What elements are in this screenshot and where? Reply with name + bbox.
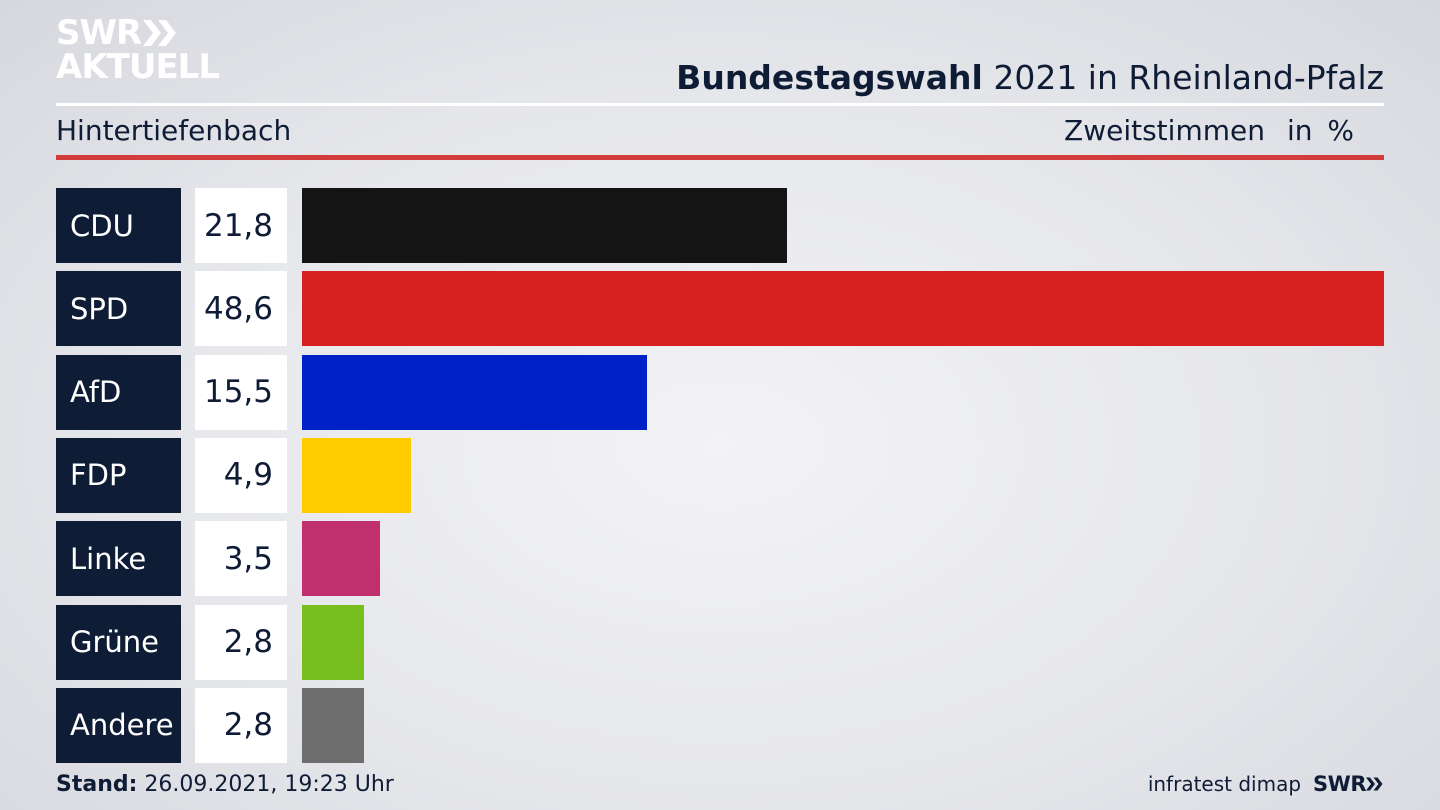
- stand-value: 26.09.2021, 19:23 Uhr: [144, 772, 394, 797]
- party-label: SPD: [56, 271, 181, 347]
- logo-line-2: AKTUELL: [56, 47, 220, 87]
- party-label: Grüne: [56, 604, 181, 680]
- value-label: 4,9: [195, 437, 287, 513]
- title-rest: 2021 in Rheinland-Pfalz: [993, 58, 1384, 97]
- party-label: CDU: [56, 188, 181, 263]
- bar: [302, 604, 364, 680]
- party-label: Linke: [56, 521, 181, 597]
- party-label: AfD: [56, 354, 181, 430]
- chart-title: Bundestagswahl 2021 in Rheinland-Pfalz: [676, 58, 1384, 97]
- source-credit: infratest dimap SWR: [1148, 772, 1384, 796]
- logo-line-1: SWR: [56, 13, 142, 53]
- municipality-name: Hintertiefenbach: [56, 114, 292, 147]
- bar-row: Linke 3,5: [56, 521, 1384, 597]
- bar-row: Grüne 2,8: [56, 604, 1384, 680]
- swr-aktuell-logo: SWR AKTUELL: [56, 13, 220, 87]
- accent-divider: [56, 155, 1384, 160]
- stand-label: Stand:: [56, 772, 138, 797]
- value-label: 21,8: [195, 188, 287, 263]
- bar-row: FDP 4,9: [56, 437, 1384, 513]
- unit-suffix: in %: [1286, 114, 1354, 147]
- bar: [302, 521, 380, 597]
- party-label: Andere: [56, 687, 181, 763]
- value-label: 48,6: [195, 271, 287, 347]
- bar-row: SPD 48,6: [56, 271, 1384, 347]
- bar: [302, 437, 411, 513]
- value-label: 2,8: [195, 687, 287, 763]
- title-bold: Bundestagswahl: [676, 58, 983, 97]
- value-label: 2,8: [195, 604, 287, 680]
- value-label: 3,5: [195, 521, 287, 597]
- bar: [302, 354, 647, 430]
- value-label: 15,5: [195, 354, 287, 430]
- vote-type-label: Zweitstimmen: [1064, 114, 1265, 147]
- source-name: infratest dimap: [1147, 772, 1302, 796]
- bar: [302, 687, 364, 763]
- bar: [302, 188, 787, 263]
- footer-swr-logo: SWR: [1313, 772, 1384, 796]
- header-divider: [56, 103, 1384, 106]
- party-label: FDP: [56, 437, 181, 513]
- timestamp: Stand: 26.09.2021, 19:23 Uhr: [56, 772, 394, 797]
- footer-swr-text: SWR: [1313, 772, 1366, 796]
- unit-label: Zweitstimmen in %: [1064, 114, 1354, 147]
- double-chevron-icon: [143, 20, 177, 46]
- bar-row: AfD 15,5: [56, 354, 1384, 430]
- bar-row: CDU 21,8: [56, 188, 1384, 263]
- footer-chevron-icon: [1366, 777, 1383, 791]
- bar: [302, 271, 1384, 347]
- bar-row: Andere 2,8: [56, 687, 1384, 763]
